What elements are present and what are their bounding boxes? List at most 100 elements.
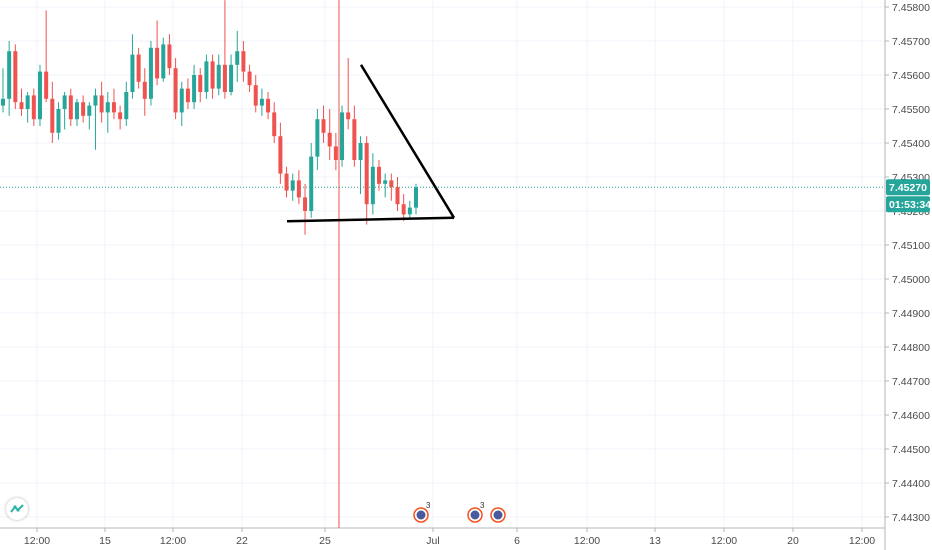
x-tick-label: 22 xyxy=(236,535,248,547)
support-line xyxy=(286,216,455,223)
candle-down xyxy=(364,143,369,205)
candle-down xyxy=(31,95,36,120)
chart-grid xyxy=(0,0,884,528)
price-badges: 7.45270 01:53:34 xyxy=(886,179,931,213)
candle-up xyxy=(1,98,5,106)
candle-down xyxy=(327,132,332,147)
x-tick-label: 6 xyxy=(514,535,520,547)
candle-down xyxy=(68,95,73,120)
event-icon-core xyxy=(493,510,503,520)
candle-up xyxy=(235,51,240,65)
candle-up xyxy=(148,47,153,99)
candle-up xyxy=(407,207,412,215)
candle-down xyxy=(167,44,172,69)
candle-down xyxy=(253,85,258,106)
candle-up xyxy=(290,180,295,191)
y-tick-label: 7.44600 xyxy=(892,410,930,422)
candle-up xyxy=(383,180,388,184)
current-price-badge xyxy=(886,179,930,196)
candle-up xyxy=(204,61,209,92)
trendline-descending xyxy=(359,64,456,219)
x-tick-label: 12:00 xyxy=(574,535,600,547)
countdown-label: 01:53:34 xyxy=(889,199,931,211)
candle-down xyxy=(296,180,301,198)
candle-up xyxy=(358,143,363,160)
candle-down xyxy=(198,75,203,92)
candle-down xyxy=(136,54,141,82)
x-tick-label: 12:00 xyxy=(160,535,186,547)
candle-up xyxy=(229,64,234,92)
candle-down xyxy=(247,71,252,86)
candle-up xyxy=(315,119,320,157)
y-tick-label: 7.45800 xyxy=(892,2,930,14)
y-tick-label: 7.45100 xyxy=(892,240,930,252)
tradingview-logo-button[interactable] xyxy=(6,498,28,520)
candle-down xyxy=(50,98,55,133)
candle-down xyxy=(13,51,18,103)
candle-down xyxy=(346,112,351,120)
x-tick-label: 20 xyxy=(787,535,799,547)
event-badge-count: 3 xyxy=(480,501,485,510)
candle-up xyxy=(161,44,166,79)
candle-up xyxy=(124,92,129,120)
countdown-badge xyxy=(886,196,930,213)
candle-down xyxy=(266,98,271,113)
candle-down xyxy=(352,119,357,160)
candle-up xyxy=(56,109,61,133)
y-tick-label: 7.45600 xyxy=(892,70,930,82)
candle-up xyxy=(25,95,30,109)
x-tick-label: 13 xyxy=(649,535,661,547)
x-tick-label: 12:00 xyxy=(24,535,50,547)
x-tick-label: 15 xyxy=(99,535,111,547)
candle-up xyxy=(105,102,110,113)
y-tick-label: 7.44900 xyxy=(892,308,930,320)
price-axis[interactable]: 7.458007.457007.456007.455007.454007.453… xyxy=(884,0,930,550)
candle-down xyxy=(155,47,160,79)
candle-down xyxy=(241,51,246,72)
candle-down xyxy=(389,180,394,188)
candle-up xyxy=(179,88,184,113)
candle-down xyxy=(377,166,382,184)
y-tick-label: 7.44300 xyxy=(892,512,930,524)
candle-down xyxy=(321,119,326,133)
candle-up xyxy=(93,95,98,106)
y-tick-label: 7.44800 xyxy=(892,342,930,354)
y-tick-label: 7.44500 xyxy=(892,444,930,456)
x-tick-label: 12:00 xyxy=(711,535,737,547)
drawings[interactable] xyxy=(286,64,456,223)
candle-up xyxy=(192,75,197,103)
event-icon-core xyxy=(470,510,480,520)
event-badge-count: 3 xyxy=(426,501,431,510)
candle-down xyxy=(173,68,178,113)
candle-down xyxy=(395,187,400,205)
candle-down xyxy=(278,136,283,174)
candle-up xyxy=(37,71,42,120)
candle-up xyxy=(74,102,79,120)
candle-down xyxy=(210,61,215,89)
time-axis[interactable]: 12:00 15 12:00 22 25 Jul 6 12:00 13 12:00 20 12:00 xyxy=(0,527,885,547)
y-tick-label: 7.44700 xyxy=(892,376,930,388)
candle-down xyxy=(284,173,289,191)
chart-logo-icon xyxy=(10,504,24,513)
candle-down xyxy=(81,102,86,116)
x-tick-label: Jul xyxy=(426,535,439,547)
candle-up xyxy=(62,95,67,109)
candle-down xyxy=(333,146,338,160)
candle-down xyxy=(222,64,227,92)
candle-down xyxy=(272,112,277,137)
event-icon-core xyxy=(416,510,426,520)
y-tick-label: 7.45000 xyxy=(892,274,930,286)
candle-up xyxy=(259,98,264,106)
y-tick-label: 7.45400 xyxy=(892,138,930,150)
candle-down xyxy=(99,95,104,113)
candle-down xyxy=(303,197,308,211)
candle-down xyxy=(111,102,116,113)
y-tick-label: 7.45500 xyxy=(892,104,930,116)
x-tick-label: 25 xyxy=(319,535,331,547)
y-tick-label: 7.45700 xyxy=(892,36,930,48)
candle-down xyxy=(44,71,49,99)
current-price-label: 7.45270 xyxy=(889,182,927,194)
candle-up xyxy=(7,51,12,99)
